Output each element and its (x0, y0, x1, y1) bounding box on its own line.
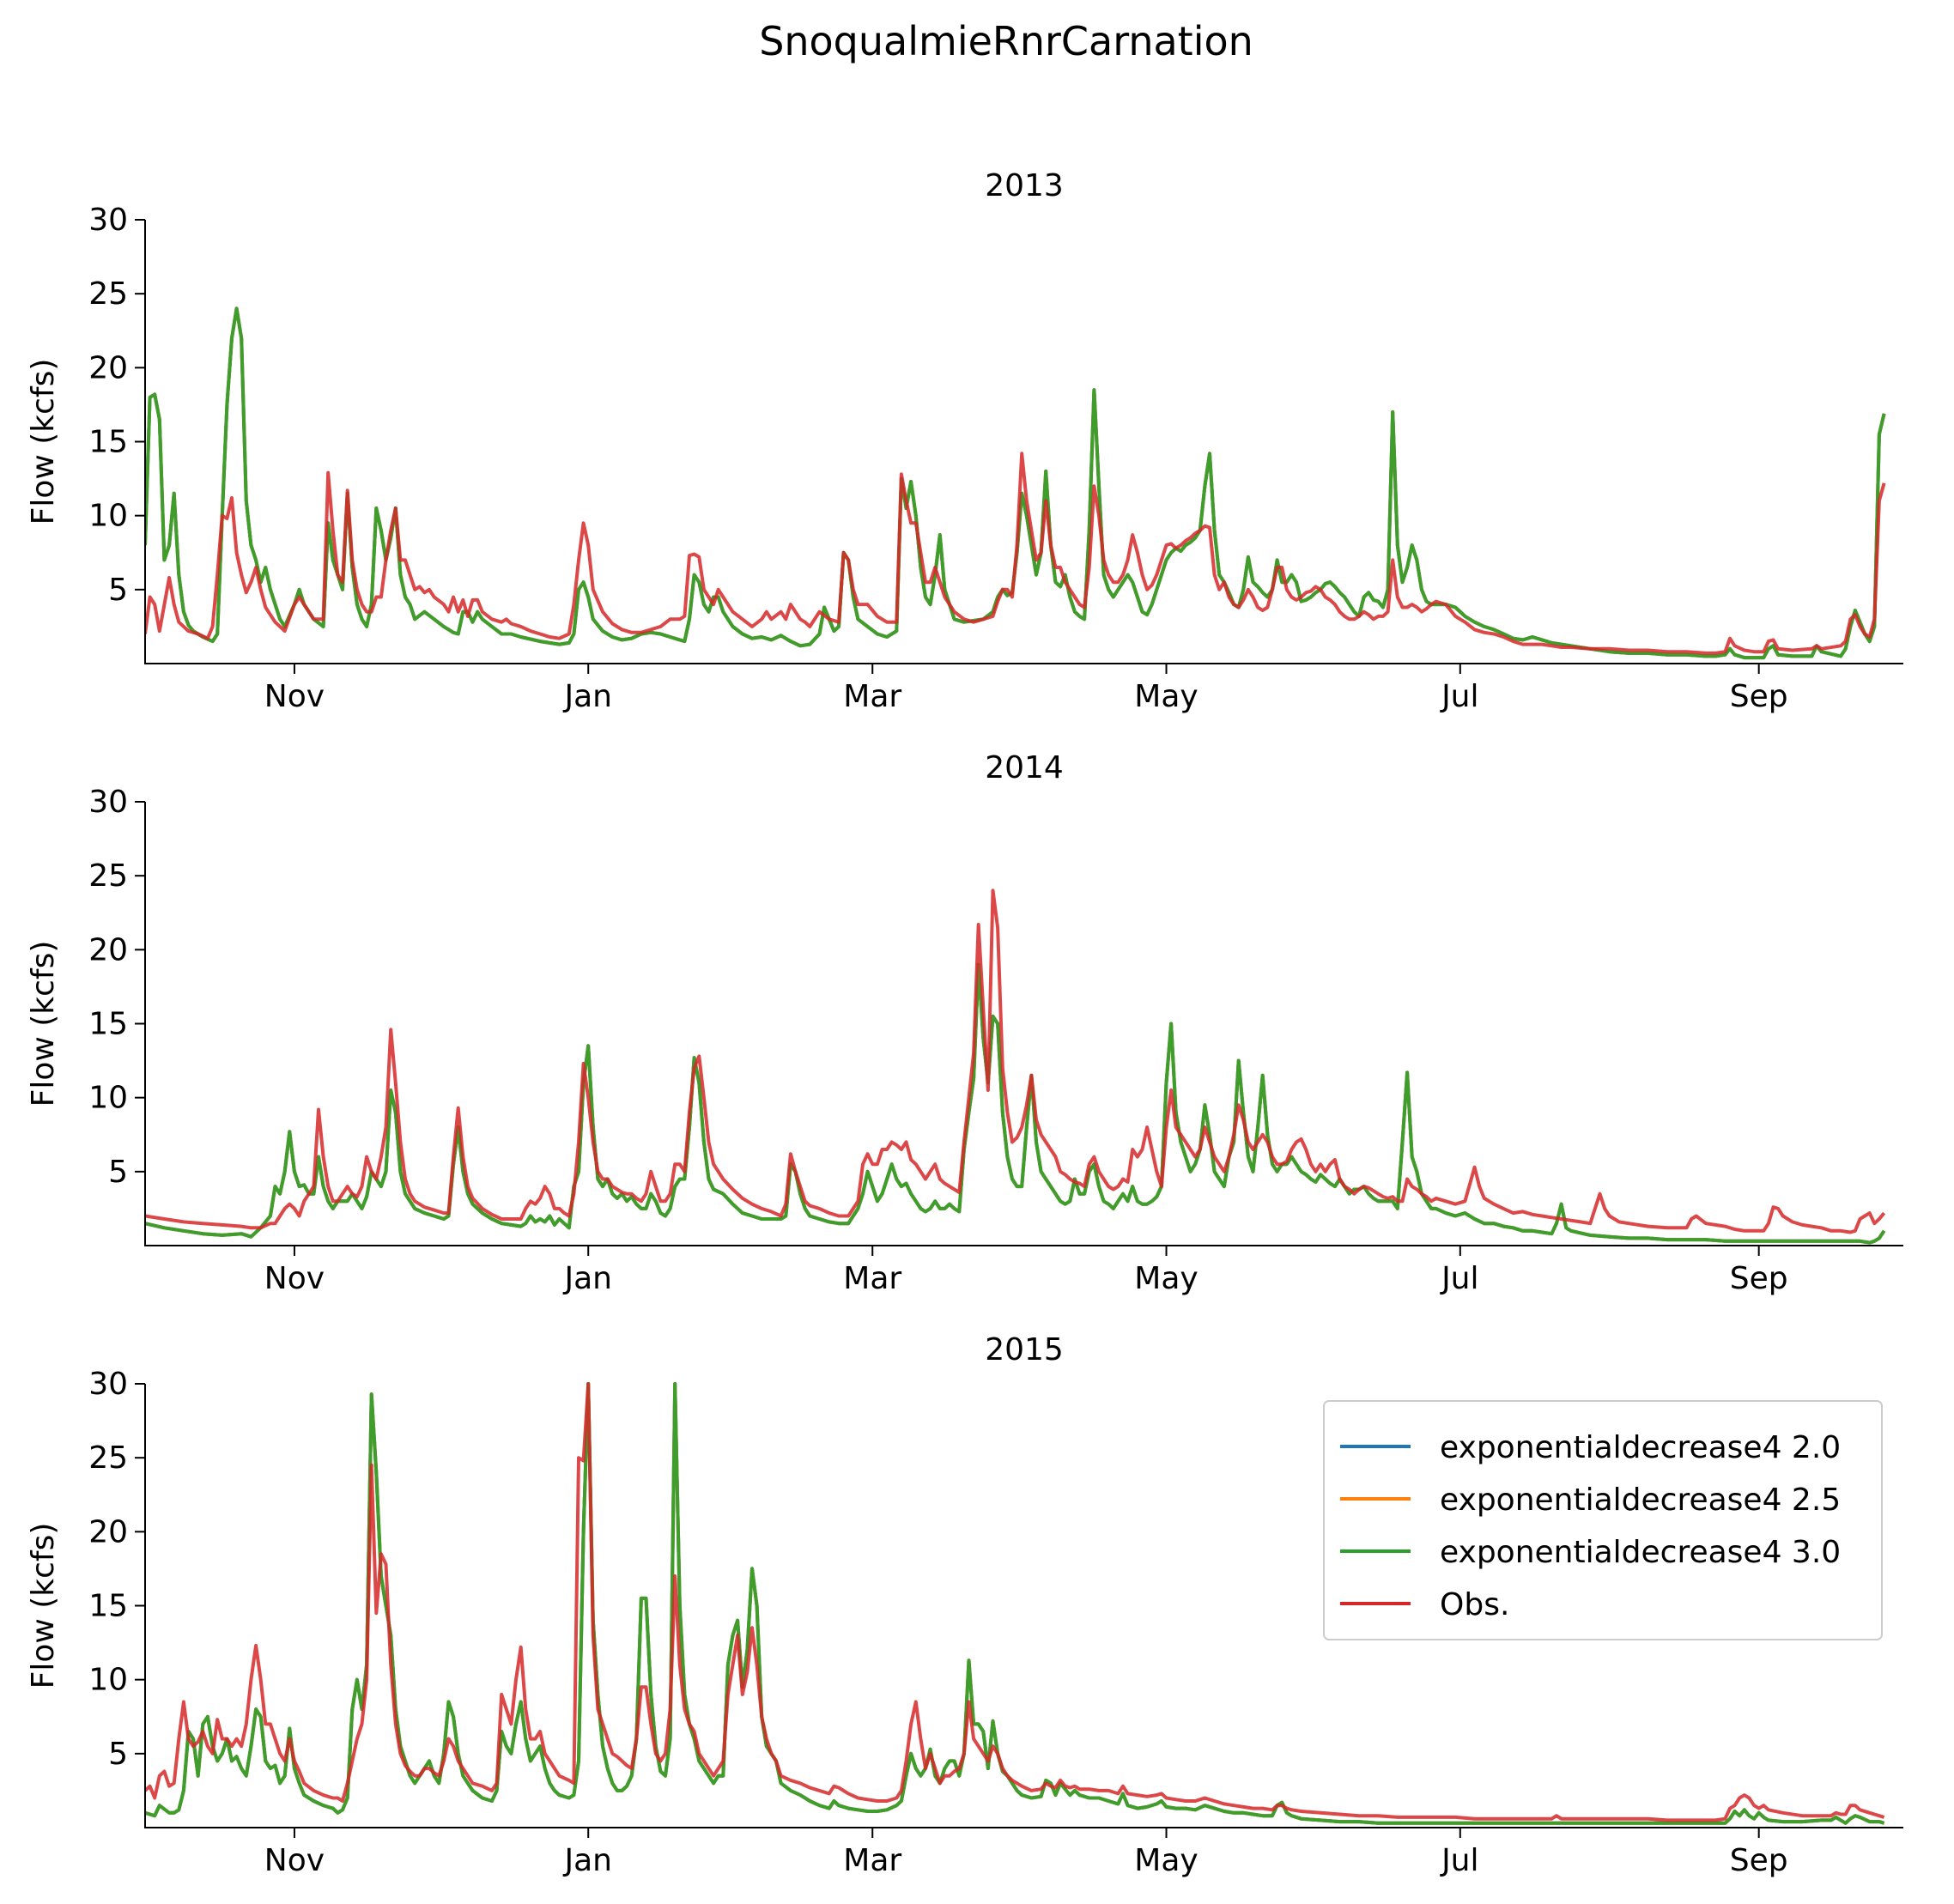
subplot-title: 2014 (985, 750, 1064, 785)
y-tick-label: 10 (88, 499, 128, 534)
y-tick-label: 15 (88, 1007, 128, 1042)
x-tick-label: May (1134, 679, 1198, 714)
x-tick-label: Jan (562, 1843, 612, 1878)
x-tick-label: Nov (264, 1261, 325, 1296)
y-axis-label: Flow (kcfs) (26, 359, 61, 525)
y-tick-label: 20 (88, 1514, 128, 1549)
series-group (145, 1382, 1885, 1825)
y-tick-label: 25 (88, 276, 128, 312)
series-group (145, 306, 1886, 660)
x-tick-label: Nov (264, 1843, 325, 1878)
subplot-panels: 2013 Flow (kcfs) 5 10 15 20 25 30 Nov Jan Mar May Ju… (26, 168, 1903, 1878)
y-tick-label: 5 (108, 1737, 128, 1772)
legend: exponentialdecrease4 2.0 exponentialdecre… (1323, 1400, 1883, 1640)
y-tick-label: 25 (88, 858, 128, 894)
legend-label: exponentialdecrease4 2.0 (1440, 1430, 1841, 1465)
figure-title: SnoqualmieRnrCarnation (759, 18, 1253, 64)
subplot-2015: 2015 Flow (kcfs) 5 10 15 20 25 30 Nov Jan Mar May Ju… (26, 1332, 1903, 1878)
x-tick-label: Jan (562, 1261, 612, 1296)
y-axis-label: Flow (kcfs) (26, 1523, 61, 1689)
legend-label: exponentialdecrease4 3.0 (1440, 1535, 1841, 1570)
y-tick-label: 15 (88, 425, 128, 460)
y-tick-label: 20 (88, 932, 128, 967)
x-tick-label: Sep (1730, 1843, 1788, 1878)
series-line-obs- (145, 452, 1886, 655)
y-tick-label: 30 (88, 1367, 128, 1402)
x-tick-label: Mar (843, 1261, 901, 1296)
x-tick-label: Sep (1730, 679, 1788, 714)
x-tick-label: May (1134, 1261, 1198, 1296)
series-line-obs- (145, 1382, 1885, 1822)
y-tick-label: 25 (88, 1440, 128, 1476)
y-axis-label: Flow (kcfs) (26, 941, 61, 1107)
legend-box (1323, 1400, 1883, 1640)
subplot-title: 2013 (985, 168, 1064, 203)
legend-label: exponentialdecrease4 2.5 (1440, 1483, 1841, 1518)
y-tick-label: 20 (88, 350, 128, 385)
y-tick-label: 10 (88, 1081, 128, 1116)
x-tick-label: Jan (562, 679, 612, 714)
x-tick-label: Mar (843, 1843, 901, 1878)
legend-label: Obs. (1440, 1587, 1509, 1622)
y-tick-label: 30 (88, 785, 128, 820)
y-tick-label: 10 (88, 1663, 128, 1698)
x-tick-label: May (1134, 1843, 1198, 1878)
subplot-2014: 2014 Flow (kcfs) 5 10 15 20 25 30 Nov Jan Mar May Ju… (26, 750, 1903, 1296)
y-tick-label: 5 (108, 573, 128, 608)
x-tick-label: Nov (264, 679, 325, 714)
subplot-2013: 2013 Flow (kcfs) 5 10 15 20 25 30 Nov Jan Mar May Ju… (26, 168, 1903, 714)
x-tick-label: Jul (1440, 1843, 1478, 1878)
x-tick-label: Jul (1440, 679, 1478, 714)
x-tick-label: Jul (1440, 1261, 1478, 1296)
x-tick-label: Mar (843, 679, 901, 714)
series-line-obs- (145, 888, 1886, 1234)
y-tick-label: 15 (88, 1589, 128, 1624)
y-tick-label: 5 (108, 1155, 128, 1190)
y-tick-label: 30 (88, 203, 128, 238)
subplot-title: 2015 (985, 1332, 1064, 1367)
x-tick-label: Sep (1730, 1261, 1788, 1296)
series-group (145, 888, 1886, 1245)
